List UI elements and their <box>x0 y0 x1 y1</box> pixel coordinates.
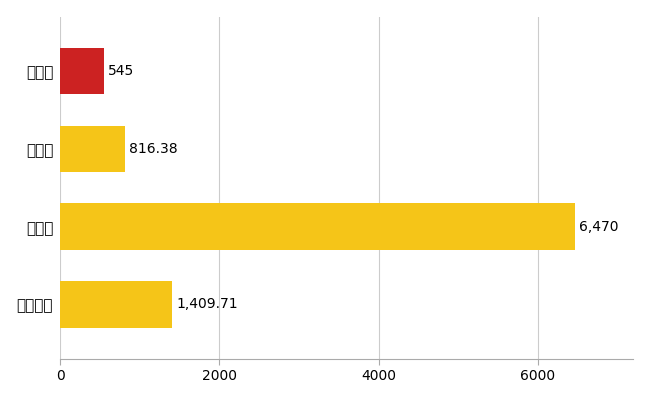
Text: 545: 545 <box>107 64 134 78</box>
Bar <box>60 126 125 172</box>
Text: 816.38: 816.38 <box>129 142 177 156</box>
Bar <box>60 203 575 250</box>
Text: 6,470: 6,470 <box>579 220 619 234</box>
Bar <box>60 48 103 94</box>
Bar <box>60 281 172 328</box>
Text: 1,409.71: 1,409.71 <box>176 298 238 312</box>
